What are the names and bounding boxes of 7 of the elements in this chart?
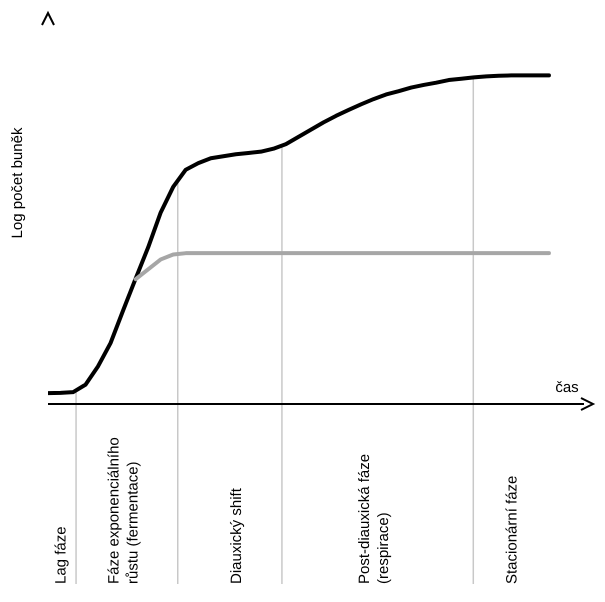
x-tick-label: Stacionární fáze bbox=[503, 476, 520, 584]
x-tick-label: Post-diauxická fáze (respirace) bbox=[356, 454, 392, 584]
x-tick-label: Diauxický shift bbox=[228, 487, 245, 584]
x-axis-title: čas bbox=[555, 379, 579, 396]
y-axis-title: Log počet buněk bbox=[9, 127, 26, 238]
x-tick-label: Fáze exponenciálního růstu (fermentace) bbox=[106, 437, 142, 584]
x-tick-label: Lag fáze bbox=[52, 526, 70, 584]
